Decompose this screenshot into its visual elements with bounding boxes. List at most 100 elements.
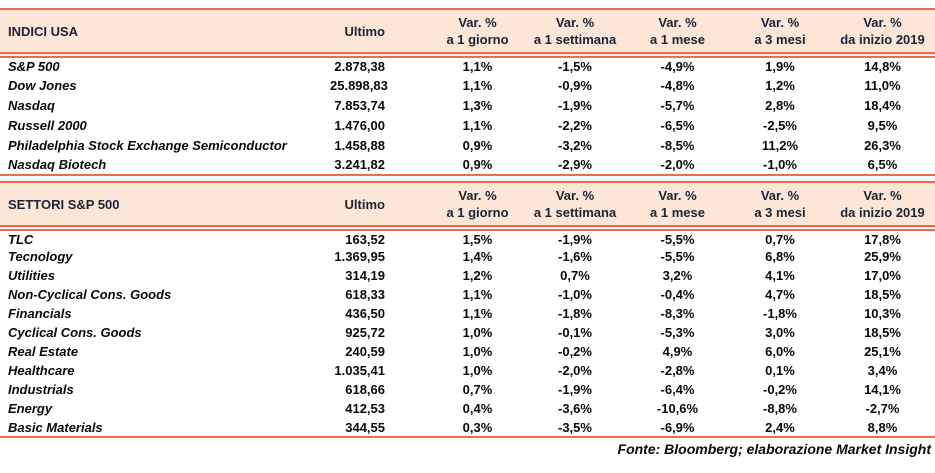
row-var-value: 0,9% [462,137,493,153]
row-var-value: 26,3% [864,137,901,153]
var-header-line1: Var. % [555,15,595,30]
row-var-value: 17,0% [864,268,901,283]
row-var-value: -0,2% [763,382,797,397]
table-row: Financials 436,50 1,1% -1,8% -8,3% -1,8% 10,3% [0,304,935,323]
var-header-line2: a 3 mesi [754,205,806,220]
row-var-value: -1,0% [730,155,830,176]
row-ultimo-value: 618,33 [345,287,385,302]
row-var-value: 0,1% [765,363,795,378]
row-var-value: 3,0% [765,325,795,340]
row-var-value: 1,2% [462,268,493,283]
row-label: Nasdaq [8,97,55,113]
row-var-value: 1,0% [462,344,493,359]
column-header-var: Var. % a 3 mesi [730,9,830,58]
row-var-value: 1,3% [462,97,493,113]
table-header: INDICI USA Ultimo Var. % a 1 giorno Var. %… [0,9,935,58]
row-var-value: -6,5% [660,117,695,133]
row-ultimo-value: 1.035,41 [334,363,385,378]
column-header-var: Var. % a 1 settimana [525,9,625,58]
row-var-value: 1,9% [765,59,795,74]
row-var-value: -2,9% [525,155,625,176]
row-var-value: 11,2% [761,137,799,153]
column-header-ultimo: Ultimo [330,9,430,58]
row-ultimo-value: 412,53 [345,401,385,416]
row-var-value: 14,8% [864,59,901,74]
var-header-line2: a 1 giorno [446,32,509,47]
row-ultimo-value: 1.458,88 [334,137,385,153]
table-title: INDICI USA [0,9,330,58]
row-var-value: -6,4% [660,382,695,397]
row-var-value: -5,5% [660,249,695,264]
tables-container: INDICI USA Ultimo Var. % a 1 giorno Var. %… [0,8,935,438]
row-ultimo-value: 618,66 [345,382,385,397]
row-var-value: -1,9% [558,97,592,113]
var-header-line1: Var. % [760,188,800,203]
row-var-value: 4,9% [662,344,693,359]
row-ultimo-value: 163,52 [345,231,385,247]
row-ultimo-value: 314,19 [345,268,385,283]
row-var-value: -5,7% [660,97,695,113]
market-table: INDICI USA Ultimo Var. % a 1 giorno Var. %… [0,8,935,176]
row-var-value: 6,5% [830,155,935,176]
header-row: SETTORI S&P 500 Ultimo Var. % a 1 giorno V… [0,182,935,231]
row-var-value: 9,5% [867,117,898,133]
row-label: Nasdaq Biotech [0,155,330,176]
var-header-line1: Var. % [658,188,697,203]
row-var-value: 0,9% [430,155,525,176]
table-row: Healthcare 1.035,41 1,0% -2,0% -2,8% 0,1% 3,4% [0,361,935,380]
var-header-line1: Var. % [760,15,800,30]
row-var-value: 1,1% [462,306,493,321]
source-note: Fonte: Bloomberg; elaborazione Market In… [617,441,931,457]
var-header-line2: a 3 mesi [754,32,806,47]
row-var-value: 4,7% [765,287,795,302]
row-ultimo-value: 1.369,95 [334,249,385,264]
row-var-value: 0,4% [462,401,493,416]
column-header-var: Var. % da inizio 2019 [830,9,935,58]
var-header-line2: a 1 mese [650,205,705,220]
column-header-var: Var. % a 1 giorno [430,9,525,58]
table-row: Utilities 314,19 1,2% 0,7% 3,2% 4,1% 17,0% [0,266,935,285]
column-header-var: Var. % a 1 mese [625,182,730,231]
row-var-value: -1,6% [558,249,592,264]
column-header-ultimo: Ultimo [330,182,430,231]
row-var-value: -3,6% [558,401,592,416]
table-row: Nasdaq 7.853,74 1,3% -1,9% -5,7% 2,8% 18,4% [0,95,935,115]
row-ultimo-value: 7.853,74 [334,97,385,113]
table-row: TLC 163,52 1,5% -1,9% -5,5% 0,7% 17,8% [0,228,935,247]
row-label: Industrials [8,382,74,397]
row-label: Financials [8,306,72,321]
table-row: Non-Cyclical Cons. Goods 618,33 1,1% -1,0% -… [0,285,935,304]
row-var-value: -8,5% [660,137,695,153]
row-var-value: 0,3% [430,418,525,438]
market-table: SETTORI S&P 500 Ultimo Var. % a 1 giorno V… [0,181,935,438]
row-label: Real Estate [8,344,79,359]
table-body: S&P 500 2.878,38 1,1% -1,5% -4,9% 1,9% 14,8% Do… [0,55,935,176]
row-var-value: 3,2% [662,268,693,283]
var-header-line1: Var. % [555,188,595,203]
row-ultimo-value: 2.878,38 [334,59,385,74]
row-var-value: 1,2% [765,77,795,93]
row-label: Philadelphia Stock Exchange Semiconducto… [8,137,287,153]
table-row: Basic Materials 344,55 0,3% -3,5% -6,9% 2,4% 8… [0,418,935,438]
row-ultimo-value: 3.241,82 [330,155,430,176]
row-label: TLC [8,231,34,247]
row-ultimo-value: 436,50 [345,306,385,321]
table-row: Philadelphia Stock Exchange Semiconducto… [0,135,935,155]
row-label: Dow Jones [8,77,77,93]
row-var-value: -2,8% [660,363,695,378]
row-var-value: 0,7% [765,231,795,247]
row-var-value: 17,8% [864,231,901,247]
row-var-value: 4,1% [765,268,795,283]
row-var-value: 0,7% [462,382,493,397]
row-var-value: 10,3% [864,306,901,321]
row-ultimo-value: 1.476,00 [334,117,385,133]
row-var-value: 8,8% [830,418,935,438]
table-row: Nasdaq Biotech 3.241,82 0,9% -2,9% -2,0% -1,0… [0,155,935,176]
row-label: Non-Cyclical Cons. Goods [8,287,172,302]
table-header: SETTORI S&P 500 Ultimo Var. % a 1 giorno V… [0,182,935,231]
row-label: Energy [8,401,53,416]
var-header-line2: a 1 giorno [446,205,509,220]
row-var-value: 18,4% [864,97,901,113]
row-var-value: -1,0% [558,287,592,302]
var-header-line1: Var. % [863,15,902,30]
